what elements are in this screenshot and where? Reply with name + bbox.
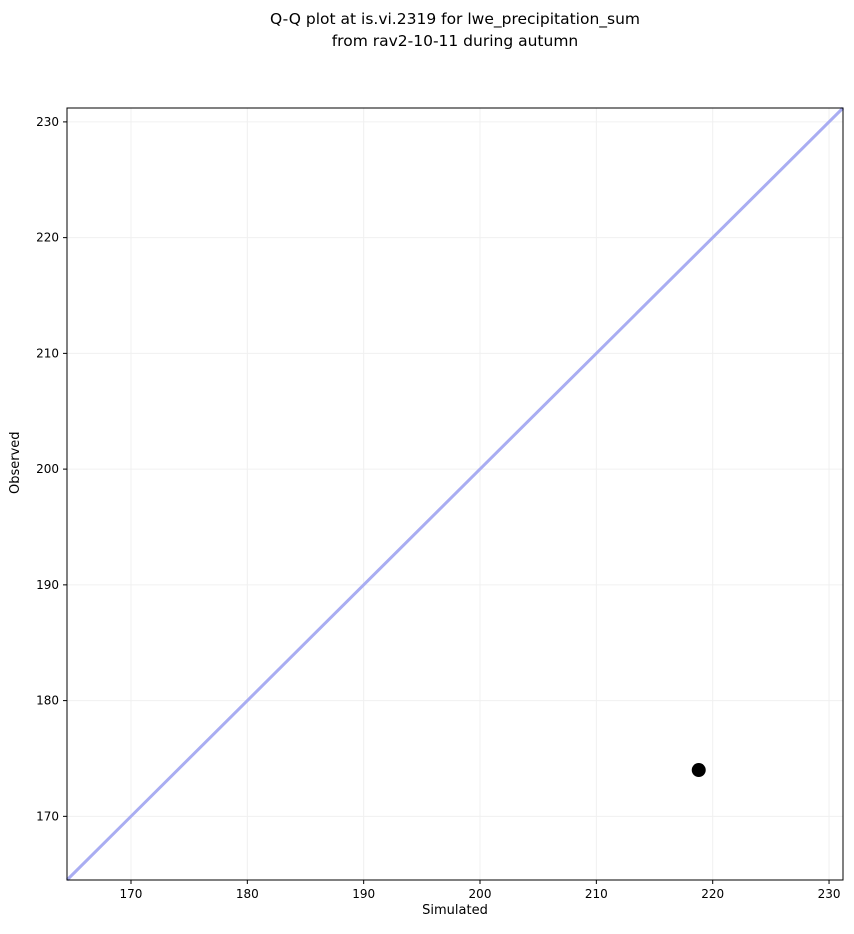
chart-title-line1: Q-Q plot at is.vi.2319 for lwe_precipita… xyxy=(269,10,641,28)
chart-title: Q-Q plot at is.vi.2319 for lwe_precipita… xyxy=(67,8,843,53)
data-point xyxy=(691,763,706,778)
x-tick-label: 170 xyxy=(120,887,143,901)
plot-border xyxy=(66,107,844,881)
identity-line xyxy=(65,106,845,882)
x-tick-label: 200 xyxy=(469,887,492,901)
y-tick-label: 180 xyxy=(36,694,59,708)
x-tick-label: 210 xyxy=(585,887,608,901)
y-tick-label: 210 xyxy=(36,346,59,360)
x-tick-label: 220 xyxy=(701,887,724,901)
y-tick-label: 200 xyxy=(36,462,59,476)
x-axis-label: Simulated xyxy=(422,903,488,918)
x-tick-label: 230 xyxy=(818,887,841,901)
y-tick-label: 190 xyxy=(36,578,59,592)
y-tick-label: 170 xyxy=(36,809,59,823)
chart-title-line2: from rav2-10-11 during autumn xyxy=(331,32,579,51)
x-tick-label: 180 xyxy=(236,887,259,901)
y-tick-label: 220 xyxy=(36,231,59,245)
x-tick-label: 190 xyxy=(352,887,375,901)
y-tick-label: 230 xyxy=(36,115,59,129)
